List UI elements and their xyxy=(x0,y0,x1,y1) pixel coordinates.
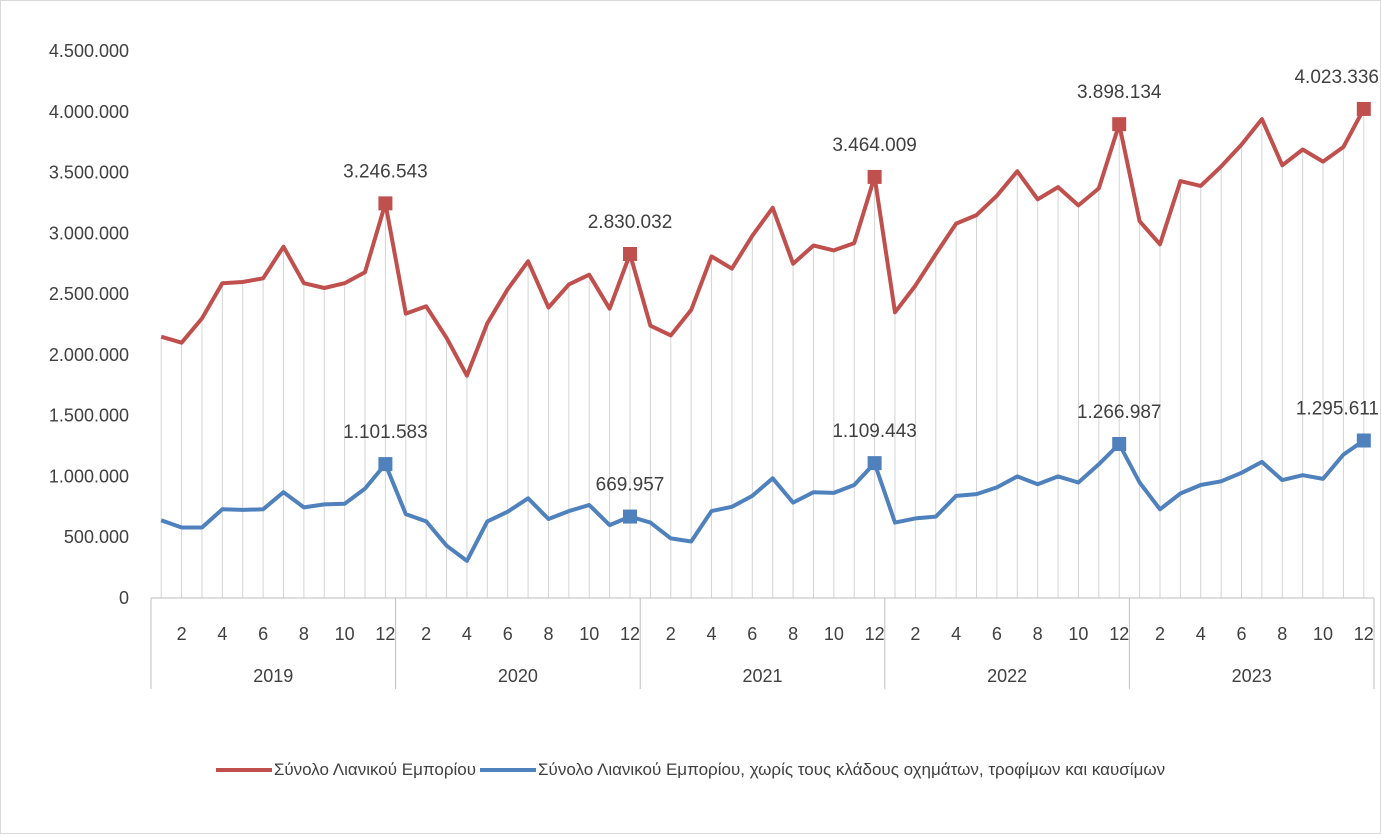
y-tick-label: 2.000.000 xyxy=(49,345,129,365)
data-marker xyxy=(378,457,393,472)
legend: Σύνολο Λιανικού Εμπορίου Σύνολο Λιανικού… xyxy=(0,760,1381,780)
month-tick-label: 10 xyxy=(335,624,355,644)
month-tick-label: 2 xyxy=(910,624,920,644)
month-tick-label: 12 xyxy=(375,624,395,644)
data-marker xyxy=(867,456,882,471)
legend-swatch-core xyxy=(480,768,537,772)
data-label: 3.464.009 xyxy=(832,135,917,156)
data-label: 1.266.987 xyxy=(1077,402,1162,423)
month-tick-label: 12 xyxy=(620,624,640,644)
legend-swatch-total xyxy=(215,768,272,772)
month-tick-label: 4 xyxy=(217,624,227,644)
month-tick-label: 6 xyxy=(1237,624,1247,644)
data-marker xyxy=(1356,433,1371,448)
data-marker xyxy=(623,509,638,524)
y-tick-label: 4.000.000 xyxy=(49,102,129,122)
month-tick-label: 12 xyxy=(1354,624,1374,644)
axes: 0 500.000 1.000.000 1.500.000 2.000.000 2.500… xyxy=(49,41,1375,689)
data-marker xyxy=(1112,436,1127,451)
month-tick-label: 6 xyxy=(503,624,513,644)
y-tick-label: 1.000.000 xyxy=(49,466,129,486)
month-tick-label: 4 xyxy=(951,624,961,644)
data-label: 669.957 xyxy=(596,475,665,496)
month-tick-label: 10 xyxy=(579,624,599,644)
y-tick-label: 3.000.000 xyxy=(49,223,129,243)
month-tick-label: 2 xyxy=(421,624,431,644)
legend-item-core: Σύνολο Λιανικού Εμπορίου, χωρίς τους κλά… xyxy=(476,760,1165,780)
month-tick-label: 4 xyxy=(707,624,717,644)
data-marker xyxy=(1356,101,1371,116)
month-tick-label: 8 xyxy=(1033,624,1043,644)
month-tick-label: 12 xyxy=(1109,624,1129,644)
data-label: 4.023.336 xyxy=(1294,67,1379,88)
series-line-1 xyxy=(160,438,1365,563)
drop-lines xyxy=(160,108,1365,598)
data-label: 1.295.611 xyxy=(1296,399,1379,420)
data-marker xyxy=(623,246,638,261)
year-label: 2021 xyxy=(742,666,782,686)
month-tick-label: 4 xyxy=(1196,624,1206,644)
month-tick-label: 10 xyxy=(824,624,844,644)
year-label: 2019 xyxy=(253,666,293,686)
year-label: 2022 xyxy=(987,666,1027,686)
y-tick-label: 0 xyxy=(119,588,129,608)
data-label: 2.830.032 xyxy=(588,212,673,233)
data-label: 3.898.134 xyxy=(1077,82,1162,103)
legend-label-core: Σύνολο Λιανικού Εμπορίου, χωρίς τους κλά… xyxy=(538,760,1166,779)
y-tick-label: 1.500.000 xyxy=(49,406,129,426)
legend-label-total: Σύνολο Λιανικού Εμπορίου xyxy=(273,760,477,779)
month-tick-label: 6 xyxy=(992,624,1002,644)
data-marker xyxy=(867,169,882,184)
month-tick-label: 2 xyxy=(666,624,676,644)
month-tick-label: 8 xyxy=(543,624,553,644)
month-tick-label: 6 xyxy=(747,624,757,644)
y-tick-label: 2.500.000 xyxy=(49,284,129,304)
month-tick-label: 8 xyxy=(1277,624,1287,644)
month-tick-label: 6 xyxy=(258,624,268,644)
month-tick-label: 4 xyxy=(462,624,472,644)
data-labels: 3.246.543 2.830.032 3.464.009 3.898.134 4.02… xyxy=(343,67,1379,496)
data-label: 1.109.443 xyxy=(832,421,917,442)
y-tick-label: 500.000 xyxy=(64,527,129,547)
month-tick-label: 8 xyxy=(299,624,309,644)
data-marker xyxy=(378,196,393,211)
series-lines xyxy=(160,101,1371,563)
series-line-0 xyxy=(160,107,1366,378)
month-tick-label: 10 xyxy=(1068,624,1088,644)
month-tick-label: 2 xyxy=(177,624,187,644)
year-label: 2020 xyxy=(498,666,538,686)
data-label: 1.101.583 xyxy=(343,422,428,443)
month-tick-label: 2 xyxy=(1155,624,1165,644)
month-tick-label: 10 xyxy=(1313,624,1333,644)
month-tick-label: 12 xyxy=(865,624,885,644)
data-label: 3.246.543 xyxy=(343,161,428,182)
y-tick-label: 3.500.000 xyxy=(49,163,129,183)
year-label: 2023 xyxy=(1232,666,1272,686)
data-marker xyxy=(1112,117,1127,132)
y-tick-label: 4.500.000 xyxy=(49,41,129,61)
legend-item-total: Σύνολο Λιανικού Εμπορίου xyxy=(215,760,477,780)
month-tick-label: 8 xyxy=(788,624,798,644)
